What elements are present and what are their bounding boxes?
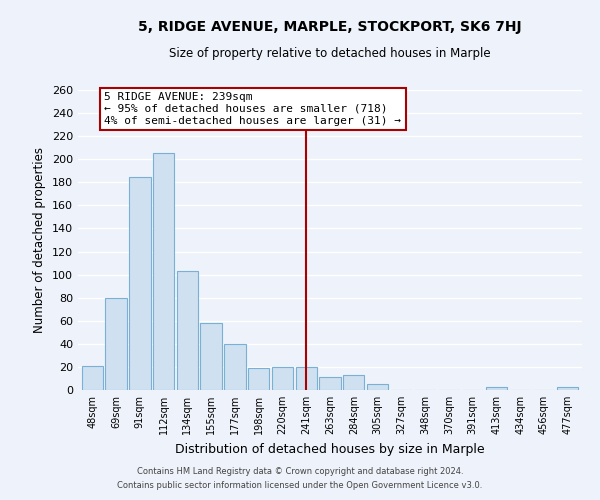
Bar [296,367,317,390]
Bar [319,378,341,390]
Text: Contains HM Land Registry data © Crown copyright and database right 2024.: Contains HM Land Registry data © Crown c… [137,467,463,476]
X-axis label: Distribution of detached houses by size in Marple: Distribution of detached houses by size … [175,442,485,456]
Bar [153,154,174,390]
Bar [248,368,269,390]
Bar [176,271,198,390]
Bar [200,323,222,390]
Bar [557,386,578,390]
Bar [106,298,127,390]
Bar [367,384,388,390]
Text: Size of property relative to detached houses in Marple: Size of property relative to detached ho… [169,48,491,60]
Bar [129,176,151,390]
Text: Contains public sector information licensed under the Open Government Licence v3: Contains public sector information licen… [118,481,482,490]
Bar [343,375,364,390]
Y-axis label: Number of detached properties: Number of detached properties [34,147,46,333]
Bar [82,366,103,390]
Text: 5, RIDGE AVENUE, MARPLE, STOCKPORT, SK6 7HJ: 5, RIDGE AVENUE, MARPLE, STOCKPORT, SK6 … [138,20,522,34]
Bar [224,344,245,390]
Bar [272,367,293,390]
Text: 5 RIDGE AVENUE: 239sqm
← 95% of detached houses are smaller (718)
4% of semi-det: 5 RIDGE AVENUE: 239sqm ← 95% of detached… [104,92,401,126]
Bar [486,386,507,390]
